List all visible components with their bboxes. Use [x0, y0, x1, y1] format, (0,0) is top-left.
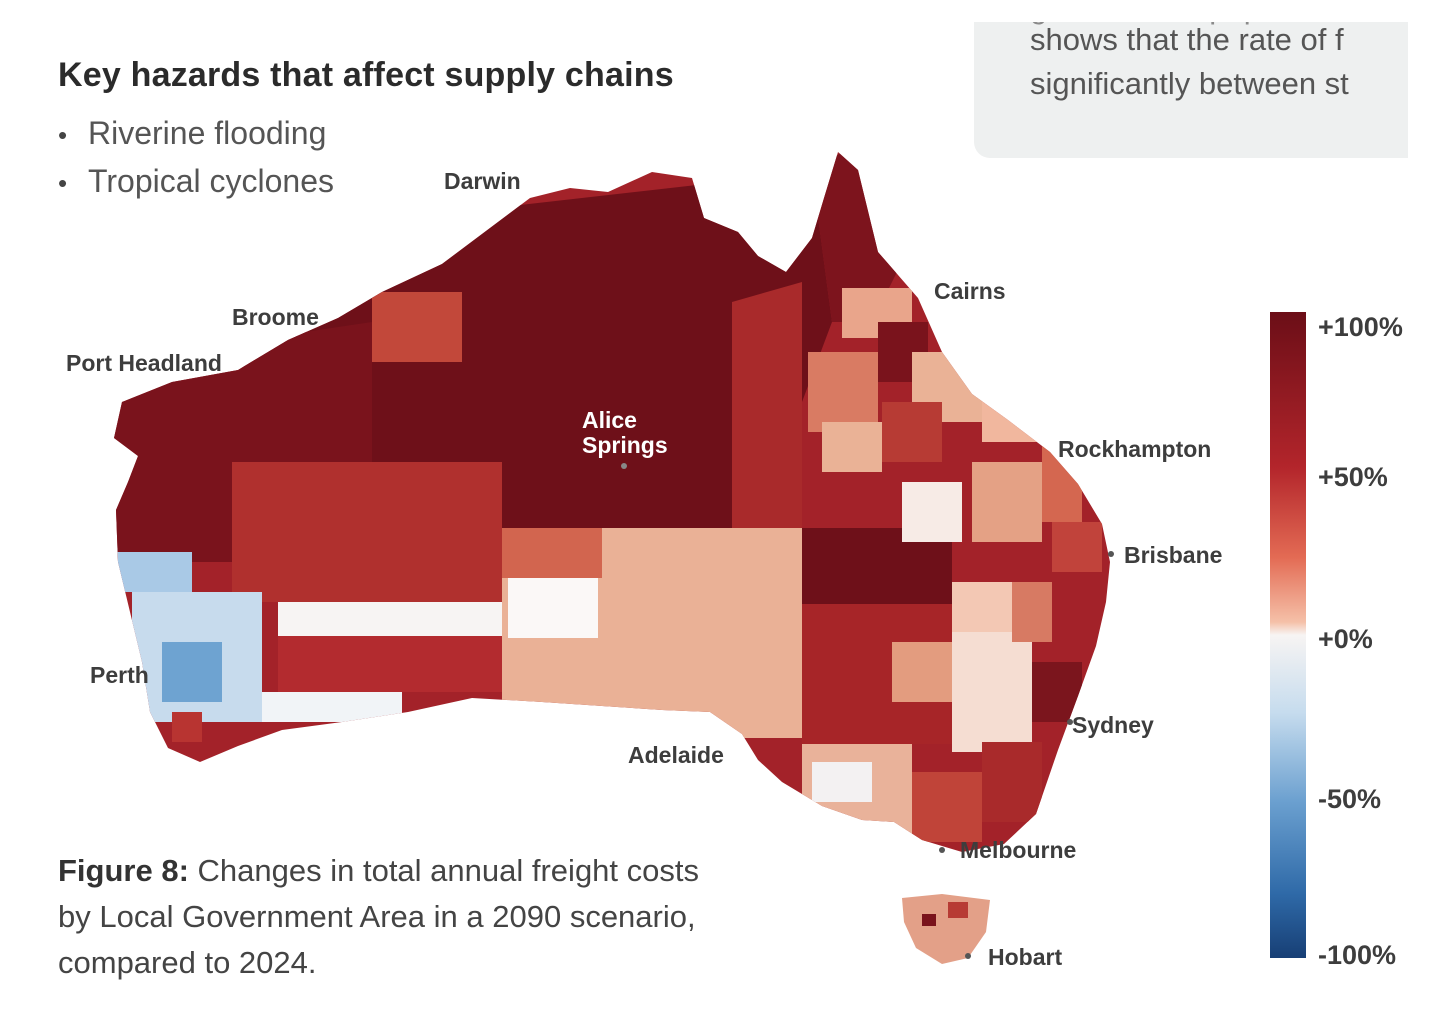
legend-label-minus100: -100% [1318, 940, 1397, 970]
legend-label-zero: +0% [1318, 624, 1373, 654]
region-central-nsw [952, 632, 1032, 752]
city-label-springs: Springs [582, 432, 668, 458]
page-title: Key hazards that affect supply chains [58, 56, 674, 94]
city-label-cairns: Cairns [934, 278, 1006, 304]
city-label-melbourne: Melbourne [960, 837, 1077, 863]
region-nsw-patch-1 [892, 642, 952, 702]
city-label-sydney: Sydney [1072, 712, 1154, 738]
city-label-brisbane: Brisbane [1124, 542, 1223, 568]
figure-caption: Figure 8: Changes in total annual freigh… [58, 848, 738, 986]
city-label-port-headland: Port Headland [66, 350, 222, 376]
figure-label: Figure 8: [58, 853, 189, 888]
city-label-broome: Broome [232, 304, 319, 330]
region-white-band [278, 602, 502, 636]
region-qld-patch-6 [882, 402, 942, 462]
note-line-1: shows that the rate of f [1030, 22, 1344, 57]
melbourne-marker [939, 847, 945, 853]
city-label-rockhampton: Rockhampton [1058, 436, 1212, 462]
alice-springs-marker [621, 463, 627, 469]
note-box: growth 2000 population shows that the ra… [974, 22, 1408, 158]
hazard-item: Riverine flooding [58, 110, 334, 158]
region-perth-blue [162, 642, 222, 702]
city-label-darwin: Darwin [444, 168, 521, 194]
region-wa-blue-north [114, 552, 192, 592]
figure-caption-text: Changes in total annual freight costs by… [58, 853, 699, 980]
region-qld-patch-7 [982, 382, 1042, 442]
city-label-adelaide: Adelaide [628, 742, 724, 768]
region-victoria-east [912, 772, 982, 842]
legend-label-plus50: +50% [1318, 462, 1388, 492]
lga-regions [114, 152, 1110, 852]
hazard-list: Riverine flooding Tropical cyclones [58, 110, 334, 206]
region-sa-white [508, 578, 598, 638]
region-nw-qld [732, 282, 802, 528]
region-qld-patch-9 [972, 462, 1042, 542]
region-qld-patch-5 [822, 422, 882, 472]
sydney-marker [1067, 719, 1073, 725]
legend-color-bar [1270, 312, 1306, 958]
figure-page: Key hazards that affect supply chains Ri… [42, 22, 1408, 1012]
city-label-alice: Alice [582, 407, 637, 433]
tasmania-patch [922, 914, 936, 926]
city-label-alice-springs: Alice Springs [582, 408, 668, 458]
note-line-cut: growth 2000 population [1030, 22, 1408, 30]
legend-label-minus50: -50% [1318, 784, 1382, 814]
legend-label-plus100: +100% [1318, 312, 1403, 342]
region-sa-north [502, 528, 602, 578]
australia-choropleth-map [114, 152, 1114, 964]
note-line-2: significantly between st [1030, 66, 1349, 101]
tasmania [902, 894, 990, 964]
region-se-qld [1052, 522, 1102, 572]
region-goldfields [232, 462, 502, 602]
region-sydney-south [982, 742, 1042, 822]
region-nsw-patch-2 [952, 582, 1012, 632]
region-kimberley [372, 292, 462, 362]
region-victoria-white [812, 762, 872, 802]
tasmania-patch-2 [948, 902, 968, 918]
hazard-item: Tropical cyclones [58, 158, 334, 206]
region-qld-patch-8 [902, 482, 962, 542]
region-esperance [262, 692, 402, 722]
region-qld-patch-2 [808, 352, 878, 432]
region-nsw-patch-3 [1012, 582, 1052, 642]
hobart-marker [965, 953, 971, 959]
region-nullarbor-wa [278, 636, 502, 692]
city-label-perth: Perth [90, 662, 149, 688]
region-sw-wa-red [172, 712, 202, 742]
brisbane-marker [1108, 551, 1114, 557]
city-label-hobart: Hobart [988, 944, 1063, 970]
